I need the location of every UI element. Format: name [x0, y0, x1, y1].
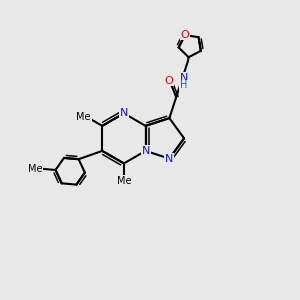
Text: O: O — [164, 76, 173, 85]
Text: O: O — [181, 29, 189, 40]
Text: N: N — [179, 73, 188, 83]
Text: N: N — [165, 154, 174, 164]
Text: Me: Me — [28, 164, 42, 173]
Text: Me: Me — [117, 176, 131, 186]
Text: N: N — [120, 108, 128, 118]
Text: H: H — [180, 80, 187, 90]
Text: Me: Me — [76, 112, 91, 122]
Text: N: N — [141, 146, 150, 156]
